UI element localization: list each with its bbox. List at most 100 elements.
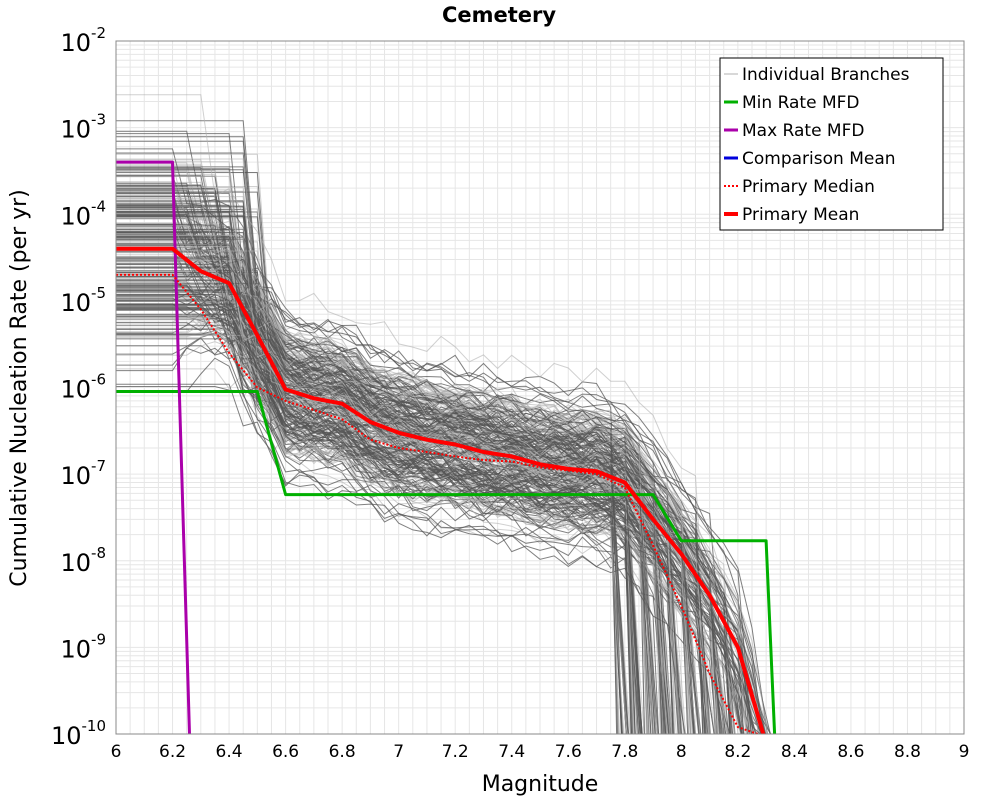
plot-border: [115, 40, 965, 735]
y-tick-exponent: -7: [91, 457, 106, 475]
branch-line: [116, 368, 671, 734]
y-axis-label: Cumulative Nucleation Rate (per yr): [7, 189, 32, 587]
y-tick-base: 10: [60, 462, 91, 490]
branch-line: [116, 316, 625, 734]
branch-line: [116, 200, 648, 734]
legend-label: Max Rate MFD: [742, 121, 864, 141]
branch-line: [116, 130, 768, 734]
branch-line: [116, 307, 702, 734]
legend: Individual Branches Min Rate MFD Max Rate …: [719, 57, 944, 231]
y-tick-exponent: -2: [91, 24, 106, 42]
y-tick-exponent: -3: [91, 111, 106, 129]
branch-line: [116, 205, 630, 734]
x-tick-label: 7.2: [442, 742, 469, 762]
branch-line: [116, 277, 760, 734]
branch-line: [116, 332, 630, 734]
branch-line: [116, 383, 731, 734]
y-tick-base: 10: [60, 289, 91, 317]
branch-line: [116, 187, 756, 734]
y-tick-label: 10-7: [60, 457, 106, 490]
branch-line: [116, 337, 666, 734]
branch-line: [116, 185, 622, 734]
series-line-max-rate-mfd: [116, 160, 191, 734]
x-tick-label: 8.6: [837, 742, 864, 762]
branch-line: [116, 324, 709, 734]
branch-line: [116, 234, 681, 734]
branch-line: [116, 334, 649, 734]
x-tick-label: 7: [393, 742, 404, 762]
series-line-min-rate-mfd: [116, 390, 777, 734]
y-tick-exponent: -9: [91, 630, 106, 648]
branch-line: [116, 309, 694, 734]
legend-label: Min Rate MFD: [742, 93, 860, 113]
branch-line: [116, 266, 757, 734]
chart-title: Cemetery: [442, 3, 556, 27]
branch-line: [116, 244, 629, 734]
branch-line: [116, 209, 726, 734]
branch-lines: [116, 94, 772, 734]
branch-line: [116, 175, 769, 734]
branch-line: [116, 275, 639, 734]
branch-line: [116, 161, 662, 734]
branch-line: [116, 315, 716, 734]
branch-line: [116, 318, 728, 734]
x-tick-label: 6.4: [216, 742, 243, 762]
branch-line: [116, 250, 671, 734]
branch-line: [116, 293, 757, 734]
y-tick-base: 10: [60, 202, 91, 230]
y-tick-label: 10-6: [60, 371, 106, 404]
x-tick-label: 8.4: [781, 742, 808, 762]
branch-line: [116, 386, 686, 734]
x-tick-label: 6.2: [159, 742, 186, 762]
branch-line: [116, 136, 707, 734]
x-axis-label: Magnitude: [482, 772, 599, 797]
x-tick-label: 6: [111, 742, 122, 762]
branch-line: [116, 133, 729, 734]
y-tick-exponent: -10: [82, 717, 107, 735]
branch-line: [116, 140, 752, 734]
x-tick-label: 7.6: [555, 742, 582, 762]
branch-line: [116, 158, 653, 734]
branch-line: [116, 259, 685, 734]
y-tick-label: 10-8: [60, 544, 106, 577]
y-tick-exponent: -5: [91, 284, 106, 302]
branch-line: [116, 211, 663, 734]
legend-label: Individual Branches: [742, 65, 910, 85]
branch-line: [116, 94, 711, 734]
x-tick-label: 6.8: [329, 742, 356, 762]
branch-line: [116, 295, 618, 734]
branch-line: [116, 328, 672, 734]
branch-line: [116, 214, 718, 734]
branch-line: [116, 225, 747, 734]
legend-label: Primary Median: [742, 177, 875, 197]
branch-line: [116, 189, 701, 734]
x-tick-label: 8.8: [894, 742, 921, 762]
branch-line: [116, 259, 657, 734]
x-tick-label: 9: [959, 742, 970, 762]
branch-line: [116, 277, 651, 734]
y-tick-base: 10: [60, 29, 91, 57]
legend-label: Primary Mean: [742, 205, 859, 225]
branch-line: [116, 294, 742, 734]
y-tick-label: 10-5: [60, 284, 106, 317]
legend-label: Comparison Mean: [742, 149, 896, 169]
y-tick-exponent: -8: [91, 544, 106, 562]
y-tick-base: 10: [60, 376, 91, 404]
y-tick-base: 10: [60, 549, 91, 577]
branch-line: [116, 357, 660, 734]
branch-line: [116, 332, 675, 734]
x-tick-label: 7.4: [498, 742, 525, 762]
y-tick-base: 10: [60, 635, 91, 663]
x-tick-label: 8: [676, 742, 687, 762]
legend-box: [719, 57, 944, 231]
x-tick-label: 7.8: [611, 742, 638, 762]
y-tick-exponent: -6: [91, 371, 106, 389]
y-tick-label: 10-10: [51, 717, 106, 750]
y-tick-base: 10: [60, 116, 91, 144]
x-tick-label: 8.2: [724, 742, 751, 762]
branch-line: [116, 285, 762, 734]
y-tick-label: 10-4: [60, 197, 106, 230]
y-tick-base: 10: [51, 722, 82, 750]
y-tick-label: 10-3: [60, 111, 106, 144]
